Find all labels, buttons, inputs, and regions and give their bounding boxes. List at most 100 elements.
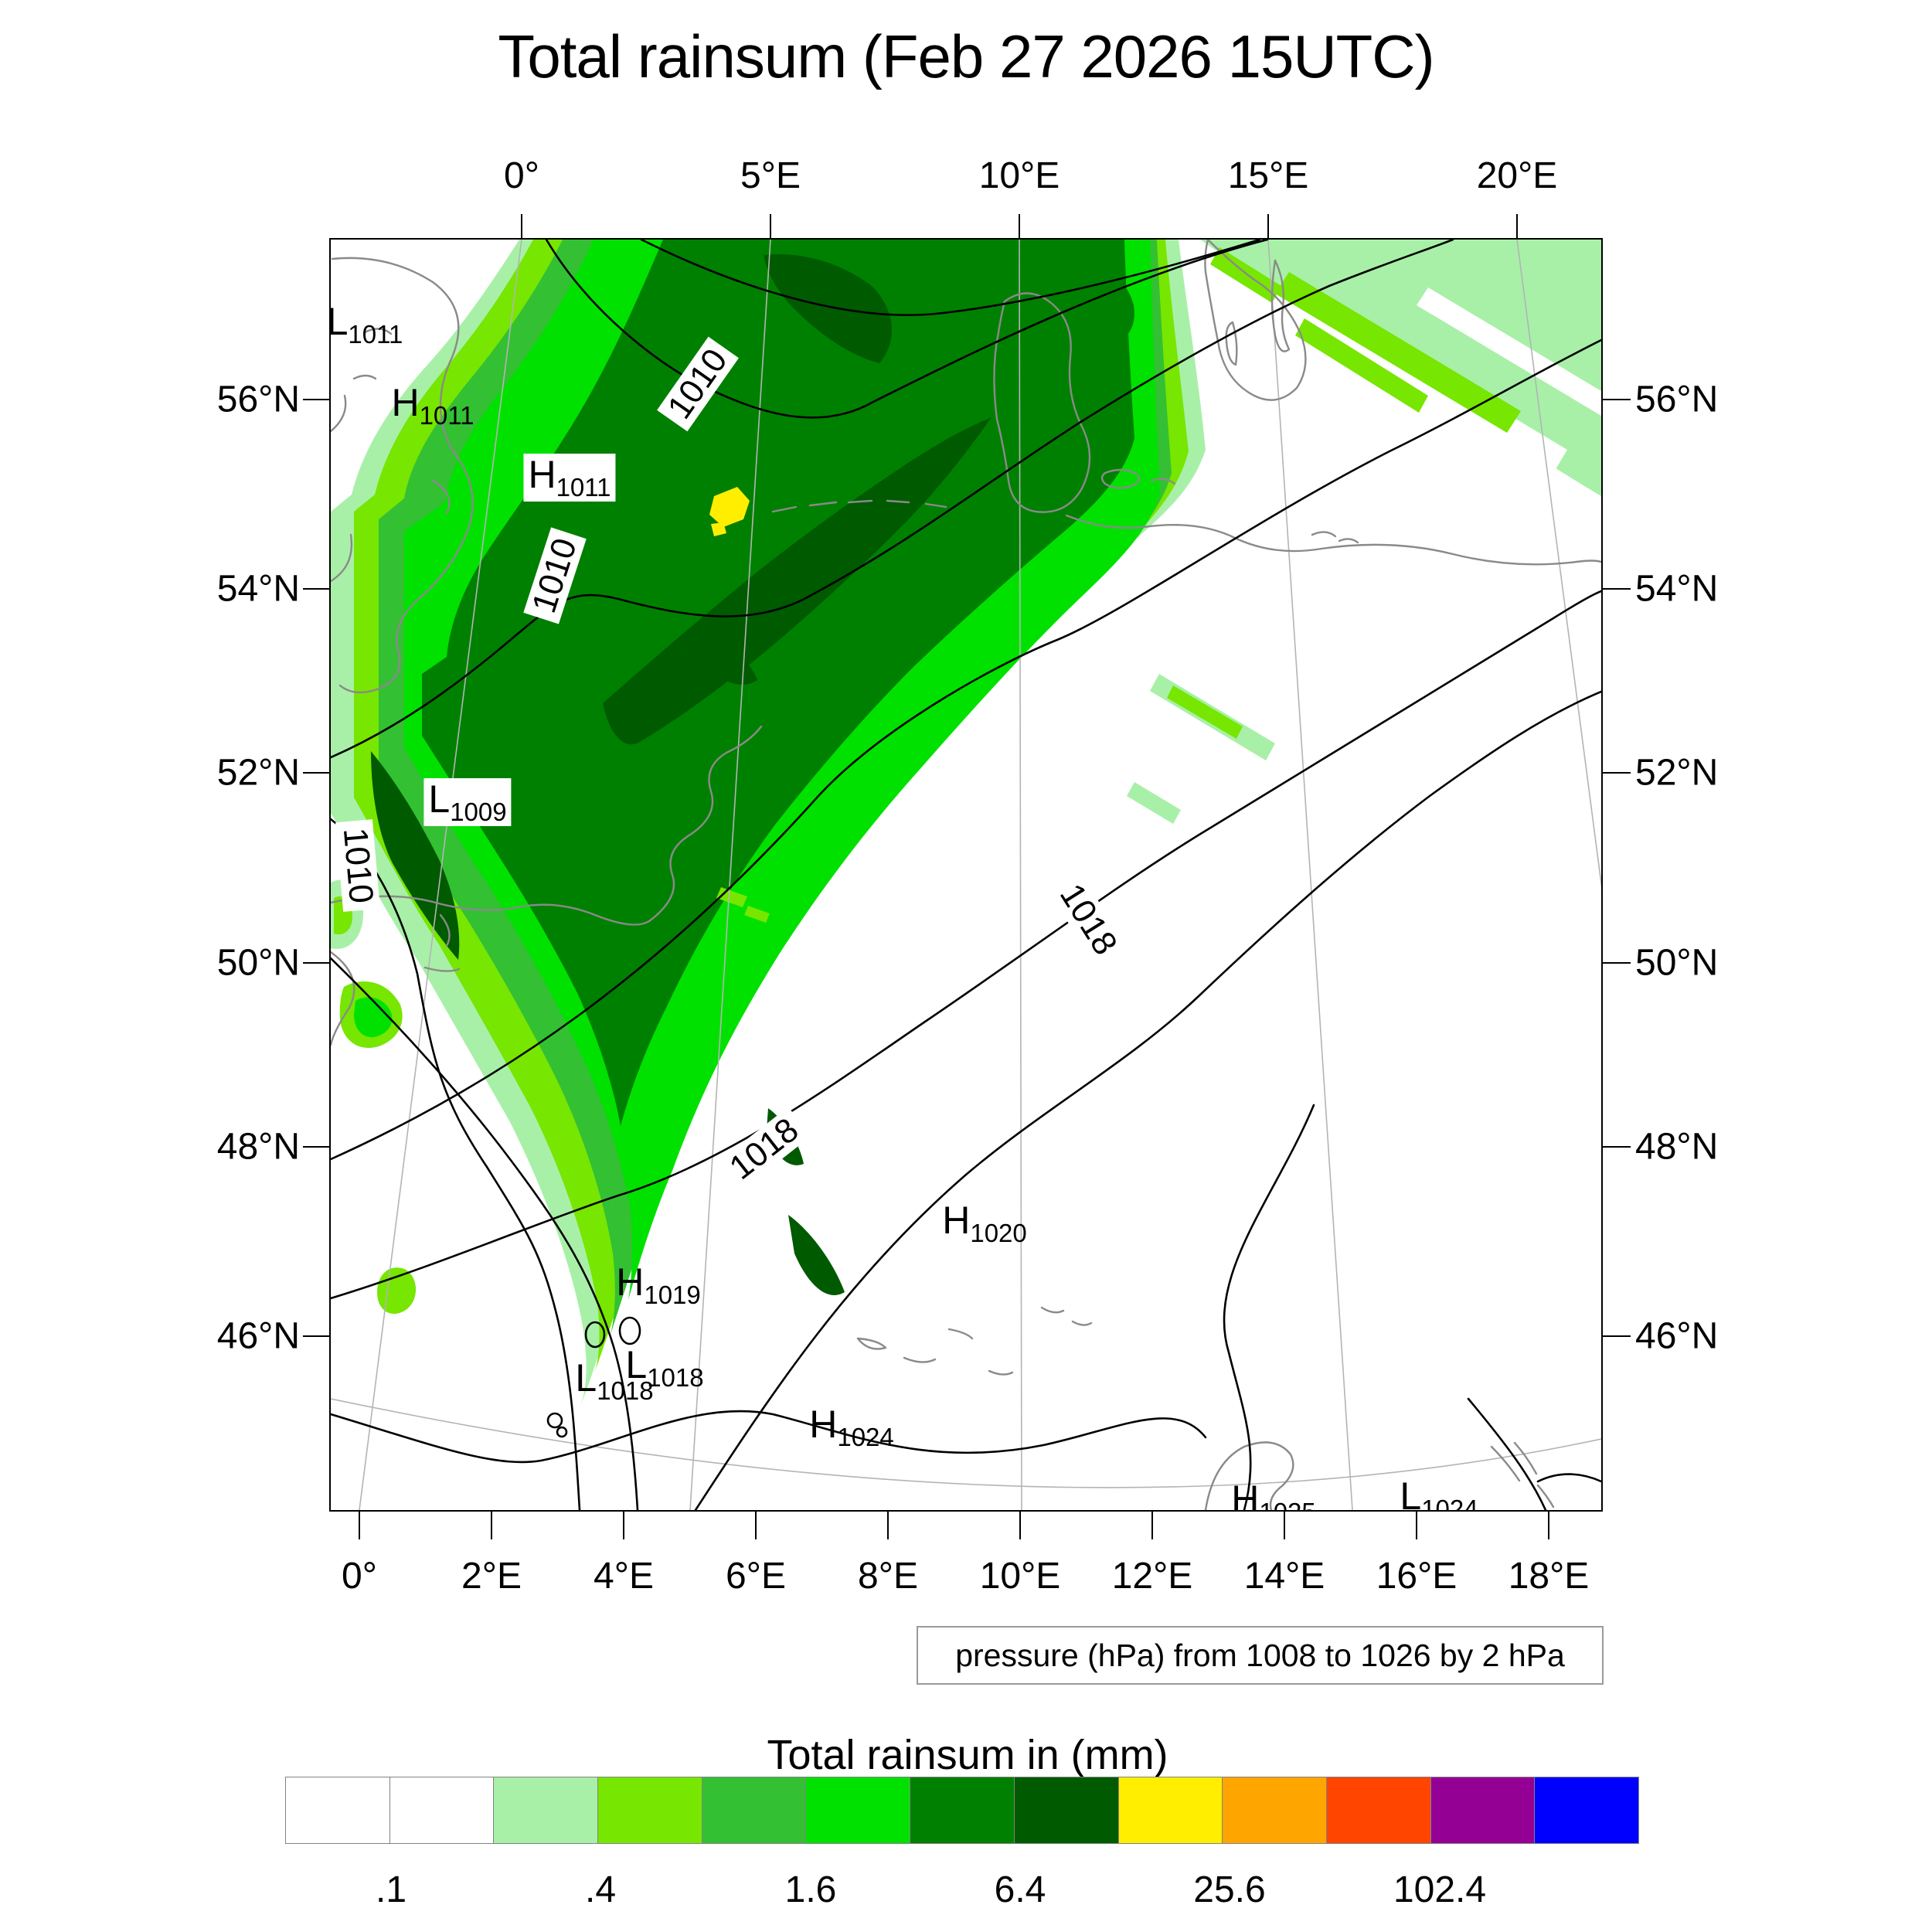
colorbar [285,1777,1639,1844]
pressure-center-label: L1009 [423,777,512,826]
pressure-center-letter: H [616,1260,645,1304]
graticule-lines [331,240,1601,1510]
colorbar-cell [597,1777,702,1844]
axis-tick-mark [1019,1512,1021,1539]
axis-tick-mark [1284,1512,1285,1539]
axis-tick-mark [1603,399,1631,400]
axis-tick-label: 52°N [1635,752,1719,794]
axis-tick-mark [359,1512,360,1539]
pressure-center-letter: H [528,453,556,496]
axis-tick-mark [303,399,331,400]
axis-tick-mark [1516,214,1518,240]
pressure-center-value: 1024 [1421,1495,1478,1512]
axis-tick-mark [1151,1512,1153,1539]
axis-tick-label: 56°N [1635,379,1719,420]
axis-tick-mark [1548,1512,1549,1539]
colorbar-cell [701,1777,807,1844]
axis-tick-label: 2°E [461,1556,522,1597]
axis-tick-label: 6°E [726,1556,786,1597]
pressure-center-value: 1009 [450,798,507,826]
pressure-center-label: H1019 [616,1263,701,1308]
pressure-center-value: 1011 [419,401,474,430]
axis-tick-label: 8°E [858,1556,918,1597]
colorbar-tick-label: .4 [584,1869,617,1910]
colorbar-cell [805,1777,911,1844]
pressure-center-letter: H [391,381,420,424]
colorbar-cell [910,1777,1015,1844]
axis-tick-label: 15°E [1227,155,1309,196]
axis-tick-mark [521,214,522,240]
colorbar-cell [1222,1777,1327,1844]
axis-tick-mark [491,1512,492,1539]
colorbar-cell [493,1777,599,1844]
axis-tick-label: 46°N [216,1315,300,1357]
axis-tick-mark [1416,1512,1417,1539]
axis-tick-mark [303,1335,331,1337]
axis-tick-label: 48°N [1635,1126,1719,1168]
axis-tick-mark [303,1146,331,1148]
colorbar-tick-label: 6.4 [994,1869,1046,1910]
axis-tick-mark [623,1512,624,1539]
axis-tick-mark [1603,1335,1631,1337]
pressure-center-label: L1018 [625,1345,703,1390]
pressure-center-label: L1018 [575,1359,653,1403]
axis-tick-label: 0° [342,1556,377,1597]
pressure-center-label: H1024 [809,1405,894,1450]
colorbar-cell [1013,1777,1119,1844]
axis-tick-label: 48°N [216,1126,300,1168]
colorbar-tick-label: 102.4 [1393,1869,1487,1910]
pressure-center-letter: H [809,1403,838,1446]
pressure-center-letter: L [575,1356,597,1400]
pressure-center-value: 1011 [556,473,611,502]
colorbar-cell [285,1777,390,1844]
axis-tick-label: 46°N [1635,1315,1719,1357]
axis-tick-label: 54°N [1635,568,1719,610]
axis-tick-label: 52°N [216,752,300,794]
pressure-center-value: 1018 [597,1376,654,1405]
pressure-center-label: H1011 [523,453,616,502]
pressure-center-value: 1024 [837,1423,894,1451]
axis-tick-mark [1603,1146,1631,1148]
colorbar-cell [1117,1777,1223,1844]
page-title: Total rainsum (Feb 27 2026 15UTC) [498,22,1434,90]
pressure-center-label: L1024 [1400,1475,1478,1512]
colorbar-cell [1430,1777,1536,1844]
axis-tick-mark [303,588,331,590]
pressure-center-letter: L [1400,1475,1422,1512]
pressure-center-value: 1018 [647,1363,704,1392]
axis-tick-label: 14°E [1243,1556,1325,1597]
axis-tick-mark [770,214,771,240]
isobar-contours [331,240,1601,1510]
colorbar-tick-label: 25.6 [1193,1869,1266,1910]
axis-tick-label: 4°E [594,1556,654,1597]
pressure-center-value: 1025 [1259,1498,1315,1510]
axis-tick-label: 5°E [740,155,801,196]
pressure-center-label: H1011 [391,383,474,428]
pressure-center-value: 1011 [348,320,403,349]
yellow-rain-spot [709,487,750,527]
axis-tick-label: 56°N [216,379,300,420]
axis-tick-mark [755,1512,757,1539]
pressure-center-value: 1020 [970,1219,1027,1247]
axis-tick-label: 0° [504,155,539,196]
axis-tick-label: 10°E [979,1556,1061,1597]
colorbar-title: Total rainsum in (mm) [767,1732,1168,1778]
pressure-center-label: H1025 [1231,1478,1316,1512]
axis-tick-label: 16°E [1376,1556,1458,1597]
pressure-center-letter: L [331,300,348,343]
pressure-center-label: L1011 [331,300,403,349]
axis-tick-mark [1019,214,1020,240]
axis-tick-mark [303,962,331,964]
colorbar-cell [1534,1777,1639,1844]
pressure-center-value: 1019 [644,1281,701,1309]
axis-tick-label: 10°E [978,155,1060,196]
pressure-center-letter: L [428,777,451,821]
pressure-center-letter: H [1231,1478,1260,1512]
axis-tick-label: 12°E [1111,1556,1193,1597]
axis-tick-mark [1603,772,1631,774]
pressure-center-layer: L1011H1011H1011L1009H1020H1019L1018L1018… [331,240,1601,1510]
axis-tick-mark [1267,214,1269,240]
axis-tick-label: 54°N [216,568,300,610]
